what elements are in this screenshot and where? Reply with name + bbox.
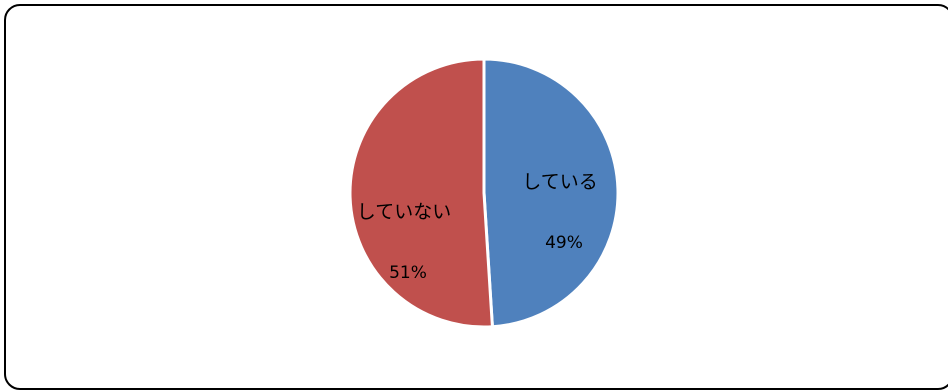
slice-percent-label: 49% [545,233,583,253]
pie-chart: している 49% していない 51% [348,57,620,329]
pie-slices [348,57,620,329]
pie-slice-shiteiru [482,57,620,329]
pie-slice-shiteinai [348,57,494,329]
slice-label: していない [357,201,451,223]
slice-label: している [522,171,597,193]
slice-percent-label: 51% [389,263,427,283]
pie-labels: している 49% していない 51% [357,171,598,283]
